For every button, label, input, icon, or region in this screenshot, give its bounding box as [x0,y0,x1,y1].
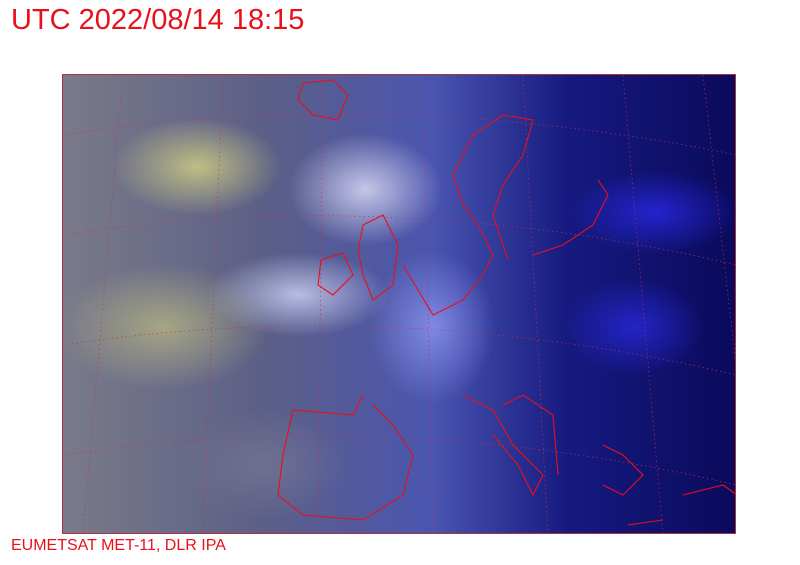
graticule [63,75,735,533]
coastlines [277,79,735,526]
image-credit: EUMETSAT MET-11, DLR IPA [11,537,226,554]
map-overlay [63,75,735,533]
satellite-map [62,74,736,534]
timestamp-title: UTC 2022/08/14 18:15 [11,4,305,36]
